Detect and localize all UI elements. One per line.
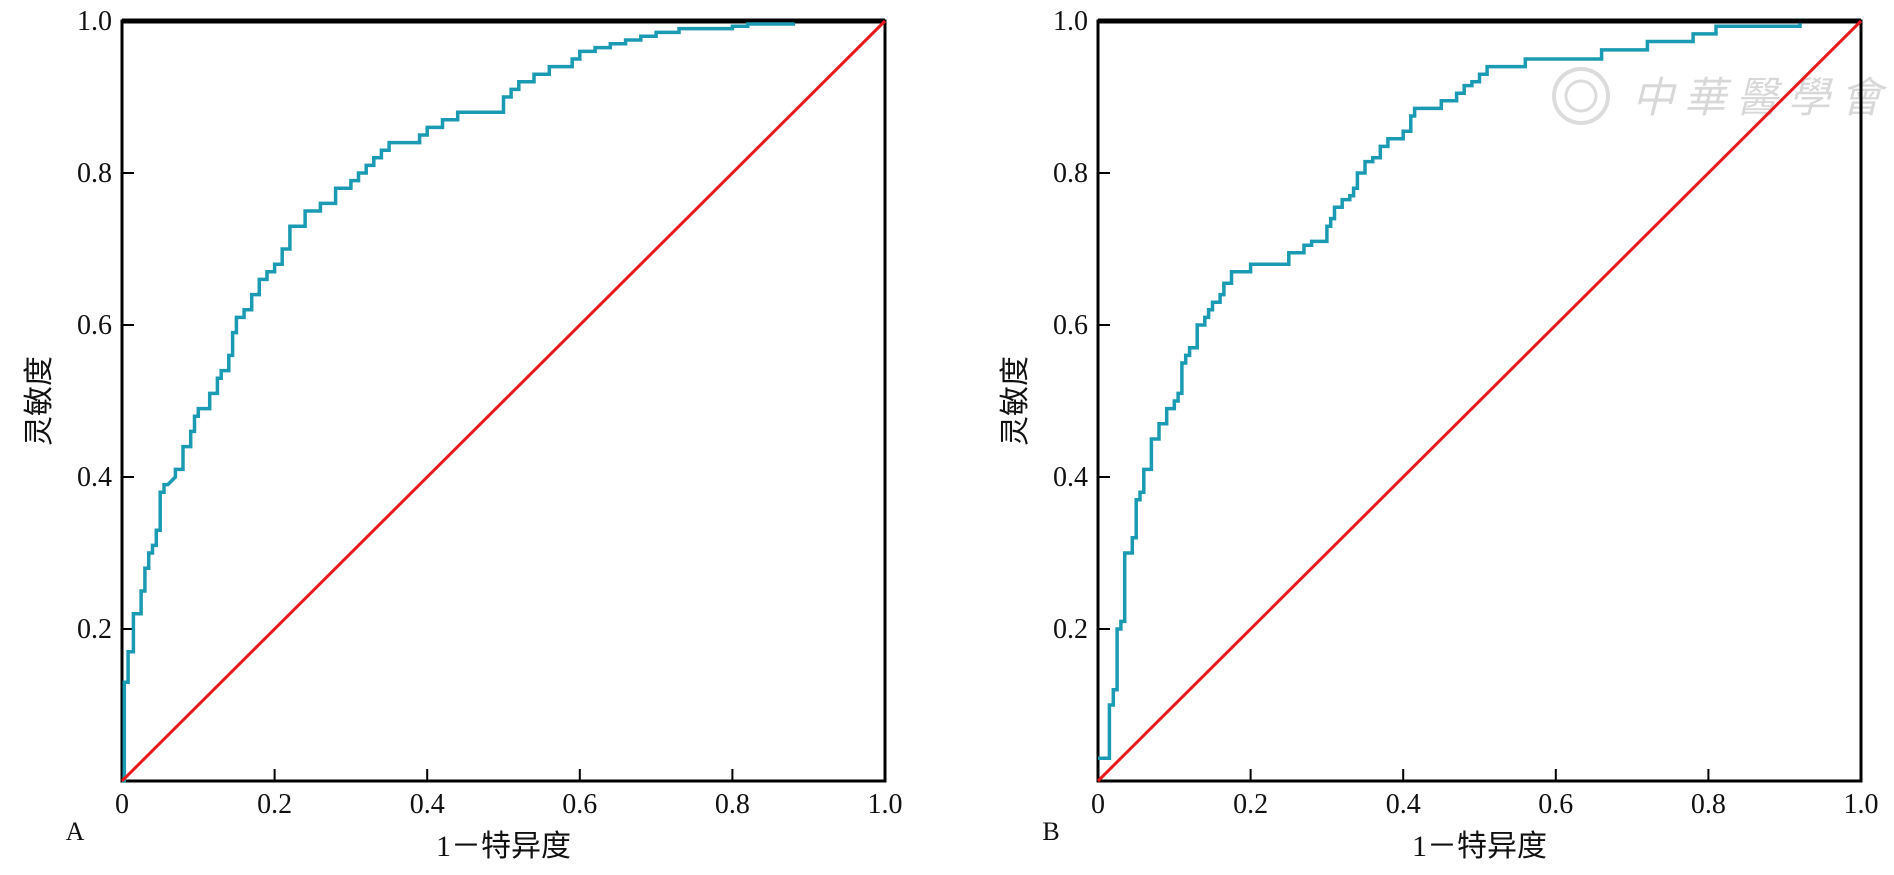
chart-panel-a: 0 0.2 0.4 0.6 0.8 1.0 0.2 0.4 0.6 0.8 1.0 1－特异度 灵敏度 A <box>23 6 903 863</box>
reference-diagonal-line <box>120 19 887 783</box>
x-tick-label: 0.6 <box>562 789 597 820</box>
y-axis-title: 灵敏度 <box>23 356 56 446</box>
y-tick-label: 0.4 <box>77 462 112 493</box>
x-tick-label: 0 <box>115 789 129 820</box>
reference-diagonal-line <box>1096 19 1863 783</box>
x-tick-label: 0.4 <box>1386 789 1421 820</box>
x-tick-label: 0.2 <box>1233 789 1268 820</box>
watermark-emblem-icon <box>1552 67 1610 125</box>
panel-label: B <box>1042 817 1059 846</box>
x-tick-label: 1.0 <box>868 789 903 820</box>
x-tick-label: 1.0 <box>1844 789 1879 820</box>
y-tick-label: 0.6 <box>1053 310 1088 341</box>
y-tick-label: 0.2 <box>77 614 112 645</box>
panel-label: A <box>66 817 85 846</box>
x-tick-label: 0.8 <box>1691 789 1726 820</box>
x-axis-title: 1－特异度 <box>436 830 571 863</box>
x-axis-title: 1－特异度 <box>1412 830 1547 863</box>
x-tick-label: 0.8 <box>715 789 750 820</box>
y-tick-label: 0.2 <box>1053 614 1088 645</box>
y-axis-title: 灵敏度 <box>999 356 1032 446</box>
y-tick-label: 1.0 <box>1053 6 1088 37</box>
y-tick-label: 0.8 <box>1053 158 1088 189</box>
chart-panel-b: 0 0.2 0.4 0.6 0.8 1.0 0.2 0.4 0.6 0.8 1.0 1－特异度 灵敏度 B <box>999 6 1879 863</box>
y-tick-label: 1.0 <box>77 6 112 37</box>
x-tick-label: 0 <box>1091 789 1105 820</box>
watermark-text: 中華醫學會 <box>1632 76 1892 122</box>
x-tick-label: 0.2 <box>257 789 292 820</box>
y-tick-label: 0.8 <box>77 158 112 189</box>
y-tick-label: 0.4 <box>1053 462 1088 493</box>
watermark: 中華醫學會 <box>1552 67 1892 125</box>
x-tick-label: 0.6 <box>1538 789 1573 820</box>
roc-curve <box>1098 23 1802 760</box>
x-tick-label: 0.4 <box>410 789 445 820</box>
roc-curve <box>122 22 796 783</box>
y-tick-label: 0.6 <box>77 310 112 341</box>
